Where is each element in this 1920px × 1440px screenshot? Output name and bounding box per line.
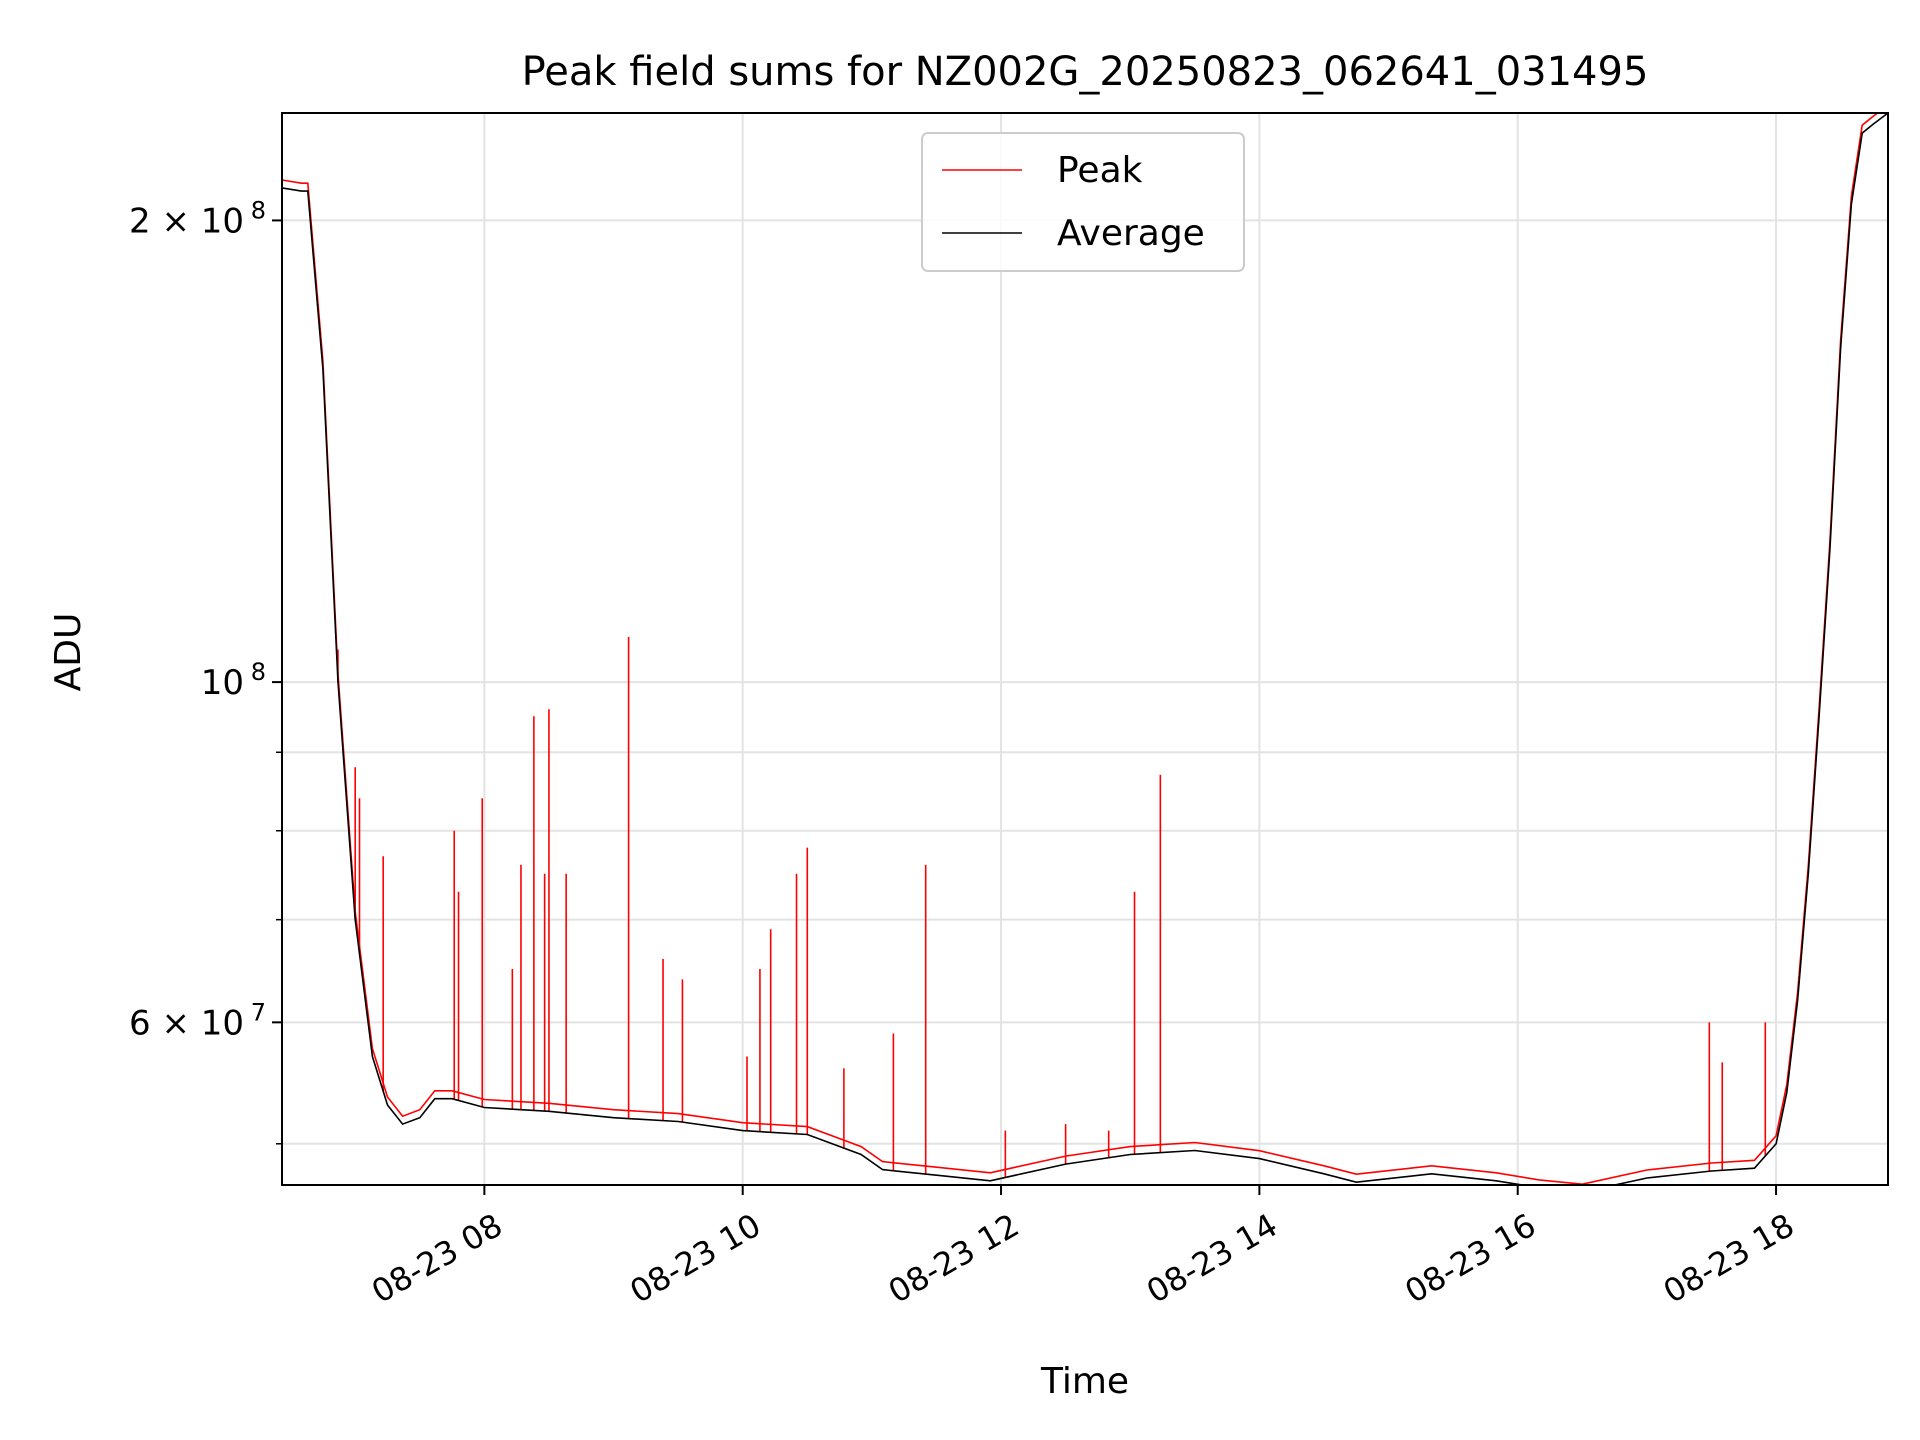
axes-frame [281, 112, 1889, 1186]
x-tick-label: 08-23 16 [1399, 1206, 1543, 1311]
y-tick-label: 2 × 10 [129, 201, 244, 241]
y-axis: 6 × 10 710 82 × 10 8 [129, 196, 282, 1145]
plot-area [282, 113, 1888, 1185]
x-tick-label: 08-23 08 [365, 1206, 509, 1311]
chart-title: Peak field sums for NZ002G_20250823_0626… [522, 49, 1649, 95]
legend-label-peak: Peak [1057, 150, 1143, 191]
y-axis-label: ADU [48, 613, 89, 692]
x-tick-label: 08-23 10 [624, 1206, 768, 1311]
y-tick-exponent: 7 [251, 998, 266, 1026]
y-tick-label: 10 [201, 663, 244, 703]
grid-lines [282, 113, 1888, 1185]
x-axis: 08-23 08 08-23 10 08-23 12 08-23 14 08-23 16… [365, 1185, 1800, 1311]
x-tick-label: 08-23 14 [1140, 1206, 1284, 1311]
x-axis-label: Time [1040, 1361, 1129, 1402]
y-tick-exponent: 8 [251, 196, 266, 224]
legend-label-average: Average [1057, 213, 1205, 254]
legend: Peak Average [921, 132, 1245, 272]
series-average-line [282, 113, 1888, 1185]
y-tick-label: 6 × 10 [129, 1003, 244, 1043]
x-tick-label: 08-23 12 [882, 1206, 1026, 1311]
x-tick-label: 08-23 18 [1657, 1206, 1801, 1311]
legend-box [921, 132, 1245, 272]
y-tick-exponent: 8 [251, 658, 266, 686]
